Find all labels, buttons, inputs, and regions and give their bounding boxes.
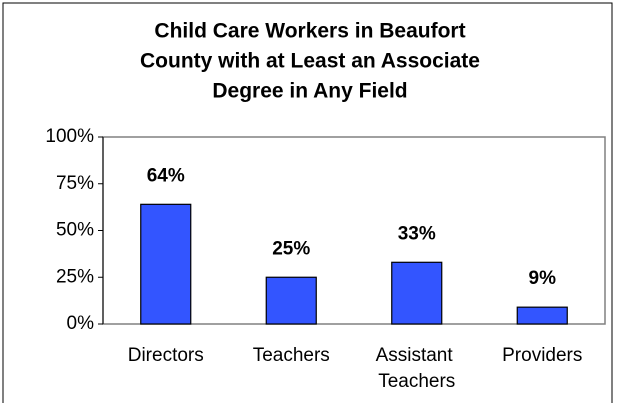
y-tick-label: 100% bbox=[45, 126, 94, 147]
y-tick-label: 25% bbox=[56, 266, 94, 287]
bar bbox=[391, 261, 443, 325]
y-tick-label: 75% bbox=[56, 173, 94, 194]
y-tick-label: 0% bbox=[67, 313, 95, 334]
x-tick-label: Assistant Teachers bbox=[376, 345, 458, 392]
data-label: 25% bbox=[272, 238, 310, 259]
bar bbox=[140, 203, 192, 325]
data-label: 64% bbox=[147, 165, 185, 186]
x-tick-label: Directors bbox=[128, 345, 204, 366]
x-tick-label: Teachers bbox=[253, 345, 330, 366]
chart-title: Degree in Any Field bbox=[212, 80, 407, 103]
y-tick-label: 50% bbox=[56, 220, 94, 241]
data-label: 9% bbox=[529, 268, 557, 289]
bar bbox=[265, 276, 317, 325]
chart-title: Child Care Workers in Beaufort bbox=[154, 20, 465, 43]
chart-title: County with at Least an Associate bbox=[140, 50, 480, 73]
data-label: 33% bbox=[398, 223, 436, 244]
x-tick-label: Providers bbox=[502, 345, 582, 366]
bar bbox=[516, 306, 568, 325]
